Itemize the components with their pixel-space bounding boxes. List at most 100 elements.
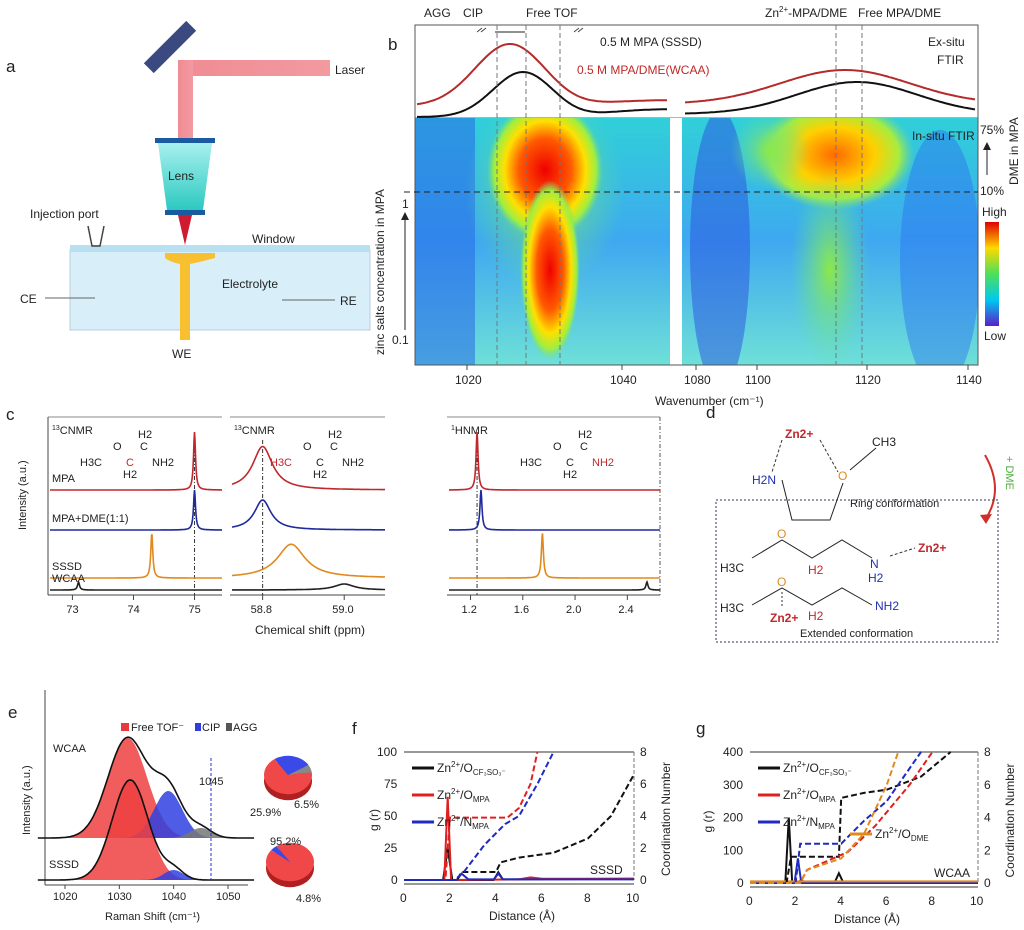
c-trace-wcaa — [232, 583, 385, 591]
svg-text:O: O — [553, 441, 562, 453]
svg-text:C: C — [316, 457, 324, 469]
d-h2n: H2N — [752, 473, 776, 487]
pie-sssd-slice — [266, 842, 315, 882]
panel-a-setup: Laser Lens Injection port Window Electro… — [20, 20, 371, 361]
pie-wcaa-slice — [274, 755, 309, 775]
b-y-top: 1 — [402, 197, 409, 211]
svg-text:O: O — [777, 527, 786, 541]
insitu-label: In-situ FTIR — [912, 129, 975, 143]
c-sample-label: MPA+DME(1:1) — [52, 513, 129, 525]
e-sssd-envelope — [37, 779, 255, 881]
e-x-axis-title: Raman Shift (cm⁻¹) — [105, 911, 200, 923]
e-wcaa-agg-band — [157, 828, 245, 838]
c-trace-mpa-dme-1-1- — [231, 499, 385, 531]
injection-port — [87, 225, 105, 247]
svg-text:C: C — [580, 441, 588, 453]
axis-break-gap — [670, 118, 682, 365]
cn-curve-2 — [404, 751, 555, 881]
c-trace-wcaa — [50, 579, 222, 591]
svg-text:H2: H2 — [138, 429, 152, 441]
svg-text:H2: H2 — [808, 609, 824, 623]
sample-annotation: SSSD — [590, 863, 623, 877]
svg-text:NH2: NH2 — [342, 457, 364, 469]
b-x-axis-title: Wavenumber (cm⁻¹) — [655, 394, 764, 408]
d-arrow — [984, 454, 996, 521]
x-tick-label: 0 — [400, 891, 407, 905]
x-tick-label: 10 — [970, 894, 984, 908]
b-y-bottom: 0.1 — [392, 333, 409, 347]
c-y-axis-title: Intensity (a.u.) — [17, 460, 29, 530]
svg-text:C: C — [330, 441, 338, 453]
svg-text:H2: H2 — [868, 571, 884, 585]
c-tick-label: 75 — [189, 604, 201, 616]
b-x-tick-label: 1080 — [684, 373, 711, 387]
cn-curve-0 — [750, 751, 952, 884]
panel-label-e: e — [8, 703, 17, 722]
window — [70, 245, 370, 252]
legend-label: Zn2+/OCF₃SO₃⁻ — [783, 760, 852, 777]
lens-top — [155, 138, 215, 143]
electrolyte-label: Electrolyte — [222, 277, 278, 291]
y-tick-label: 200 — [723, 811, 743, 825]
c-tick-label: 2.0 — [566, 604, 581, 616]
c-tick-label: 58.8 — [251, 604, 272, 616]
ftir-wcaa-curve-right — [684, 69, 976, 104]
pie-wcaa-slice — [264, 759, 312, 795]
b-x-tick-label: 1100 — [745, 373, 771, 387]
laser-label: Laser — [335, 63, 365, 77]
sample-annotation: WCAA — [934, 866, 970, 880]
panel-label-d: d — [706, 403, 715, 422]
pie-sssd-free-label: 95.2% — [270, 836, 301, 848]
svg-text:H3C: H3C — [720, 601, 744, 615]
svg-text:H3C: H3C — [520, 457, 542, 469]
injection-port-label: Injection port — [30, 207, 99, 221]
y-axis-title: g (r) — [701, 811, 715, 833]
x-tick-label: 6 — [538, 891, 545, 905]
y-tick-label: 400 — [723, 745, 743, 759]
panel-label-c: c — [6, 405, 15, 424]
label-zn-mpa-dme: Zn2+-MPA/DME — [765, 5, 847, 20]
svg-text:H3C: H3C — [80, 457, 102, 469]
sssd-label: 0.5 M MPA (SSSD) — [600, 35, 702, 49]
laser-beam-horizontal — [185, 60, 330, 76]
e-wcaa-envelope — [37, 736, 255, 839]
y2-axis-title: Coordination Number — [659, 762, 673, 876]
b-x-tick-label: 1040 — [610, 373, 637, 387]
c-title-method: CNMR — [242, 425, 275, 437]
b-right-top: 75% — [980, 123, 1004, 137]
svg-text:H3C: H3C — [270, 457, 292, 469]
c-tick-label: 59.0 — [332, 604, 353, 616]
window-label: Window — [252, 232, 295, 246]
y-tick-label: 50 — [384, 809, 398, 823]
insitu-heatmap — [415, 118, 978, 365]
c-tick-label: 73 — [66, 604, 78, 616]
pie-wcaa-agg-label: 6.5% — [294, 799, 319, 811]
c-trace-wcaa — [449, 580, 660, 591]
ftir-wcaa-curve-left — [416, 43, 667, 106]
e-legend-cip: CIP — [202, 722, 220, 734]
e-y-axis-title: Intensity (a.u.) — [21, 765, 33, 835]
d-zn-ring: Zn2+ — [785, 427, 813, 441]
c-title-isotope: 1 — [451, 425, 455, 432]
label-free-mpa-dme: Free MPA/DME — [858, 6, 941, 20]
legend-label: Zn2+/NMPA — [437, 814, 490, 831]
svg-text:O: O — [777, 575, 786, 589]
e-x-tick-label: 1030 — [107, 891, 131, 903]
y2-tick-label: 8 — [640, 745, 647, 759]
svg-text:Zn2+: Zn2+ — [770, 611, 798, 625]
legend-label: Zn2+/NMPA — [783, 814, 836, 831]
b-x-ticks: 1020 1040 1080 1100 1120 1140 — [455, 365, 982, 387]
x-tick-label: 8 — [584, 891, 591, 905]
panel-label-g: g — [696, 719, 705, 738]
svg-text:H2: H2 — [578, 429, 592, 441]
c-title-isotope: 13 — [234, 425, 242, 432]
pie-wcaa-slice — [288, 765, 312, 775]
legend-label: Zn2+/OCF₃SO₃⁻ — [437, 760, 506, 777]
e-sample-wcaa: WCAA — [53, 743, 87, 755]
c-trace-mpa — [449, 432, 660, 491]
mirror — [143, 20, 197, 74]
b-right-mid: 10% — [980, 184, 1004, 198]
e-x-tick-label: 1040 — [162, 891, 186, 903]
y2-tick-label: 6 — [984, 778, 991, 792]
